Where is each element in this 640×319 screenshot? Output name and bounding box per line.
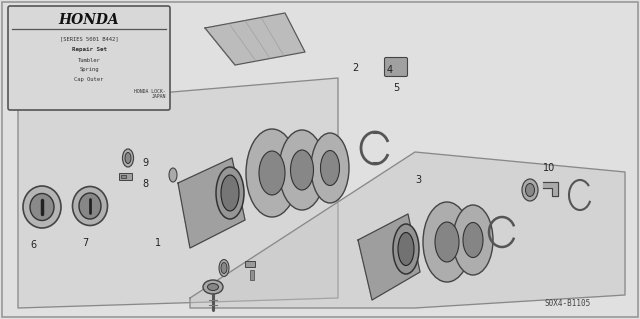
Ellipse shape — [221, 263, 227, 273]
Ellipse shape — [398, 233, 414, 265]
Text: Spring: Spring — [79, 68, 99, 72]
Ellipse shape — [169, 168, 177, 182]
Text: HONDA LOCK-
JAPAN: HONDA LOCK- JAPAN — [134, 89, 166, 100]
Text: 9: 9 — [142, 158, 148, 168]
Ellipse shape — [221, 175, 239, 211]
Polygon shape — [543, 182, 558, 196]
Text: 10: 10 — [543, 163, 556, 173]
Polygon shape — [18, 78, 338, 308]
Text: 3: 3 — [415, 175, 421, 185]
Ellipse shape — [463, 222, 483, 257]
Ellipse shape — [321, 151, 339, 186]
Ellipse shape — [122, 149, 134, 167]
Ellipse shape — [246, 129, 298, 217]
Ellipse shape — [23, 186, 61, 228]
Ellipse shape — [311, 133, 349, 203]
Text: Tumbler: Tumbler — [77, 57, 100, 63]
Ellipse shape — [435, 222, 459, 262]
Ellipse shape — [203, 280, 223, 294]
Bar — [119, 173, 132, 180]
Text: 7: 7 — [82, 238, 88, 248]
Text: [SERIES 5001 B442]: [SERIES 5001 B442] — [60, 36, 118, 41]
Ellipse shape — [279, 130, 325, 210]
Ellipse shape — [423, 202, 471, 282]
Ellipse shape — [216, 167, 244, 219]
Text: 6: 6 — [30, 240, 36, 250]
Ellipse shape — [259, 151, 285, 195]
Ellipse shape — [525, 183, 534, 197]
Text: S0X4-B1105: S0X4-B1105 — [545, 299, 591, 308]
Polygon shape — [190, 152, 625, 308]
Ellipse shape — [125, 152, 131, 164]
Text: HONDA: HONDA — [59, 13, 119, 27]
Text: Cap Outer: Cap Outer — [74, 78, 104, 83]
Text: 5: 5 — [393, 83, 399, 93]
Polygon shape — [358, 214, 420, 300]
Text: 1: 1 — [155, 238, 161, 248]
Text: Repair Set: Repair Set — [72, 48, 106, 53]
Text: 2: 2 — [352, 63, 358, 73]
FancyBboxPatch shape — [385, 57, 408, 77]
Ellipse shape — [30, 194, 54, 220]
Polygon shape — [205, 13, 305, 65]
Bar — [121, 175, 126, 178]
Bar — [250, 270, 254, 280]
Ellipse shape — [79, 193, 101, 219]
Ellipse shape — [291, 150, 314, 190]
Polygon shape — [178, 158, 245, 248]
Ellipse shape — [219, 259, 229, 277]
Bar — [245, 261, 255, 267]
Ellipse shape — [207, 284, 218, 291]
Ellipse shape — [453, 205, 493, 275]
FancyBboxPatch shape — [8, 6, 170, 110]
Ellipse shape — [522, 179, 538, 201]
Ellipse shape — [393, 224, 419, 274]
Text: 4: 4 — [387, 65, 393, 75]
Ellipse shape — [72, 187, 108, 226]
Text: 8: 8 — [142, 179, 148, 189]
